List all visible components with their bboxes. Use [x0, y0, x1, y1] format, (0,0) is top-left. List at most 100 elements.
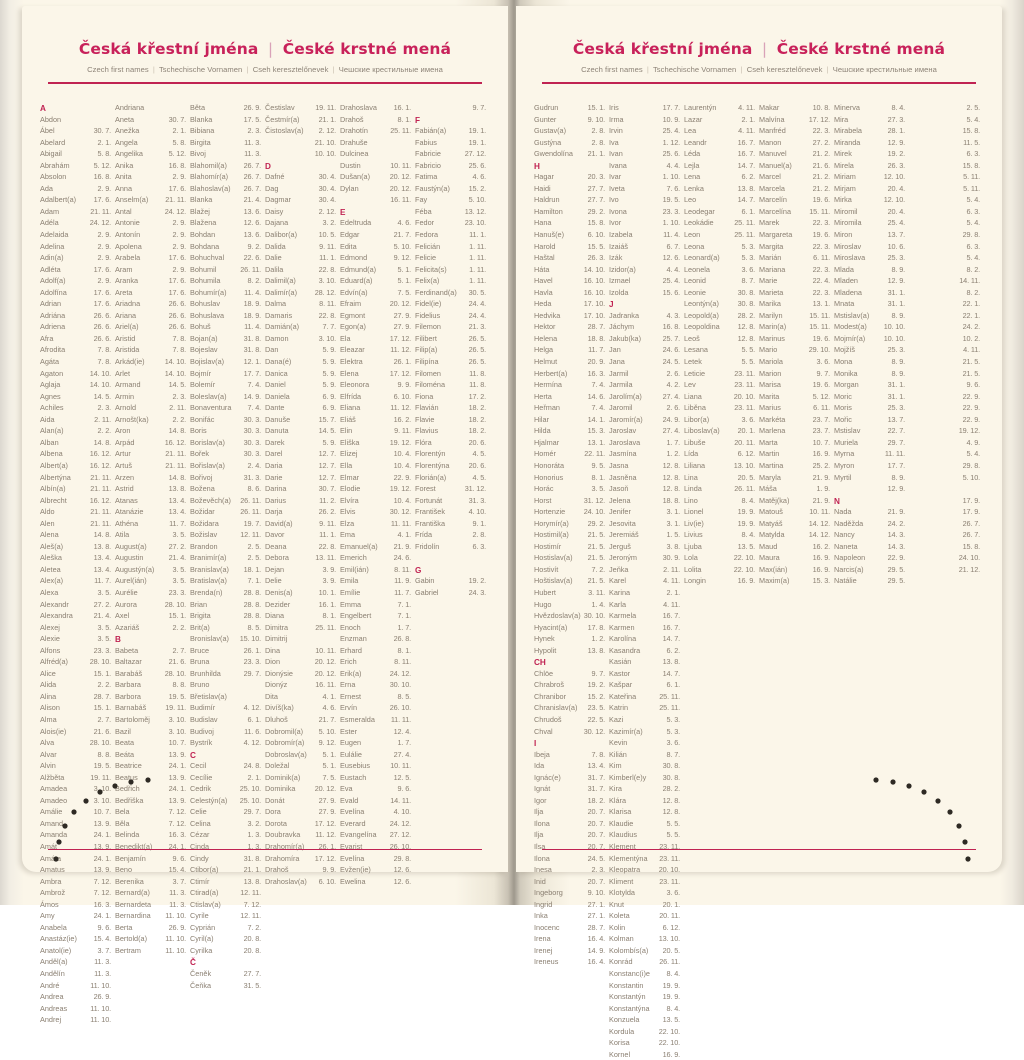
name-entry: Marisa 19. 6. [759, 379, 830, 391]
name-entry: Evarist 26. 10. [340, 841, 411, 853]
name-day-date: 16. 8. [93, 172, 112, 182]
name-day-date: 13. 4. [168, 495, 187, 505]
name-day-date: 13. 9. [93, 865, 112, 875]
name-label: Agaton [40, 368, 64, 378]
name-entry: Emil(ián) 8. 11. [340, 564, 411, 576]
name-entry: Lída 6. 12. [684, 448, 755, 460]
name-day-date: 10. 4. [393, 449, 412, 459]
name-day-date: 14. 9. [587, 945, 606, 955]
name-entry: Jarmila 4. 2. [609, 379, 680, 391]
name-entry: Hamilton 29. 2. [534, 206, 605, 218]
name-day-date: 22. 10. [658, 1026, 680, 1036]
name-label: Fridolín [415, 541, 440, 551]
name-label: Filip(a) [415, 345, 438, 355]
name-day-date: 12. 9. [887, 137, 906, 147]
name-day-date: 10. 10. [883, 333, 905, 343]
name-entry: Ida 13. 4. [534, 760, 605, 772]
name-entry: Fabricio 25. 6. [415, 160, 486, 172]
name-day-date: 12. 6. [243, 218, 262, 228]
name-day-date: 3. 6. [741, 414, 756, 424]
name-day-date: 11. 12. [315, 830, 336, 840]
name-day-date: 19. 7. [243, 518, 262, 528]
name-label: Fortunát [415, 495, 443, 505]
name-entry: Kazi 5. 3. [609, 714, 680, 726]
name-label: Aurel(ián) [115, 576, 147, 586]
name-entry: Atila 3. 5. [115, 529, 186, 541]
name-day-date: 9. 10. [587, 114, 606, 124]
name-label: Emil(ián) [340, 564, 369, 574]
name-entry: 22. 1. [909, 298, 981, 310]
name-day-date: 7. 4. [591, 380, 606, 390]
name-entry: Jelena 18. 8. [609, 495, 680, 507]
name-entry: Čestmír(a) 21. 1. [265, 114, 336, 126]
name-entry: Honorius 8. 1. [534, 472, 605, 484]
name-day-date: 5. 4. [966, 218, 981, 228]
name-label: Féba [415, 206, 432, 216]
name-day-date: 6. 1. [247, 714, 262, 724]
name-day-date: 10. 11. [315, 645, 336, 655]
name-day-date: 20. 12. [314, 668, 336, 678]
name-entry: Amát 13. 9. [40, 841, 111, 853]
name-label: Alexa [40, 587, 59, 597]
name-label: Chval [534, 726, 553, 736]
name-entry: Alex(a) 11. 7. [40, 575, 111, 587]
name-day-date: 11. 4. [244, 287, 261, 297]
name-entry: Cecílie 2. 1. [190, 772, 261, 784]
name-label: Konstantýna [609, 1003, 650, 1013]
name-entry: Hugo 1. 4. [534, 599, 605, 611]
name-label: Dion [265, 657, 281, 667]
name-day-date: 29. 7. [243, 807, 262, 817]
name-label: Fidelius [415, 310, 441, 320]
name-label: Cinda [190, 842, 210, 851]
name-label: Ctibor(a) [190, 865, 219, 875]
name-day-date: 3. 5. [172, 564, 187, 574]
name-day-date: 1. 9. [816, 484, 831, 494]
name-day-date: 27. 9. [393, 310, 412, 320]
name-label: Danuta [265, 426, 289, 436]
name-entry: Celestýn(a) 25. 10. [190, 795, 261, 807]
name-entry: Leontýn(a) 30. 8. [684, 298, 755, 310]
name-label: Hypolit [534, 645, 557, 655]
name-label: Davor [265, 530, 285, 540]
name-label: Elmar [340, 472, 360, 482]
name-day-date: 6. 3. [966, 206, 981, 216]
name-day-date: 21. 6. [168, 657, 187, 667]
name-day-date: 2. 11. [169, 403, 186, 413]
name-day-date: 12. 4. [393, 726, 412, 736]
name-column: Iris 17. 7. Irma 10. 9. Irvin 25. 4. Iva 1. 12.… [609, 102, 684, 1059]
name-label: Filemon [415, 322, 441, 332]
name-label: Honorius [534, 472, 564, 482]
name-label: Mojmír(a) [834, 333, 866, 343]
name-entry: Albertýna 21. 11. [40, 472, 111, 484]
name-label: Amáta [40, 853, 62, 863]
name-entry: Jaroslava 1. 7. [609, 437, 680, 449]
name-entry: Marek 22. 3. [759, 217, 830, 229]
name-entry: Bertold(a) 11. 10. [115, 933, 186, 945]
name-day-date: 26. 6. [168, 322, 187, 332]
name-day-date: 27. 2. [812, 137, 831, 147]
name-entry: Irenej 14. 9. [534, 945, 605, 957]
name-day-date: 26. 5. [468, 357, 487, 367]
name-entry: Adelaida 2. 9. [40, 229, 111, 241]
name-label: Daria [265, 460, 283, 470]
name-label: Myrtil [834, 472, 852, 482]
name-label: Ibeja [534, 749, 550, 759]
name-day-date: 7. 8. [172, 345, 187, 355]
name-entry: Lolita 22. 10. [684, 564, 755, 576]
name-day-date: 3. 5. [97, 634, 112, 644]
name-label: Bedřiška [115, 795, 144, 805]
name-day-date: 26. 5. [468, 345, 487, 355]
name-entry: Aurélie 23. 3. [115, 587, 186, 599]
name-label: Kolin [609, 922, 626, 932]
name-day-date: 16. 3. [93, 899, 112, 909]
name-column: Drahoslava 16. 1. Drahoš 8. 1. Drahotín 25. 1… [340, 102, 415, 886]
name-entry: Hana 15. 8. [534, 217, 605, 229]
name-label: Chrabroš [534, 680, 565, 690]
name-day-date: 17. 2. [468, 391, 487, 401]
name-day-date: 14. 8. [168, 472, 187, 482]
name-label: Ela [340, 333, 351, 343]
name-entry: Dina 10. 11. [265, 645, 336, 657]
name-day-date: 19. 9. [662, 992, 681, 1002]
name-label: Marcel [759, 172, 781, 182]
name-day-date: 1. 12. [662, 137, 681, 147]
